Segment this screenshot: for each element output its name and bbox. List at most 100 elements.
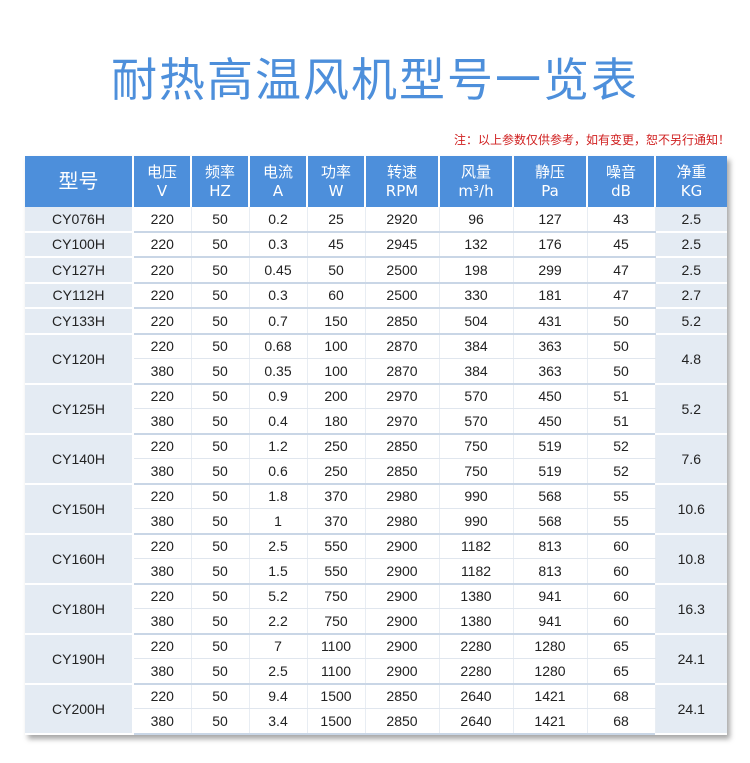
- value-cell: 220: [133, 308, 192, 335]
- value-cell: 47: [587, 282, 656, 309]
- value-cell: 68: [587, 708, 656, 735]
- value-cell: 330: [439, 282, 514, 309]
- value-cell: 60: [587, 558, 656, 585]
- value-cell: 220: [133, 333, 192, 359]
- disclaimer-note: 注：以上参数仅供参考，如有变更，恕不另行通知！: [453, 133, 730, 147]
- table-row: CY120H 220 50 0.68 100 2870 384 363 50 4.8: [25, 333, 727, 385]
- value-cell: 2900: [365, 633, 440, 659]
- value-cell: 990: [439, 508, 514, 535]
- model-cell: CY127H: [25, 257, 134, 284]
- value-cell: 3.4: [249, 708, 308, 735]
- value-cell: 55: [587, 483, 656, 509]
- table-row: CY100H 220 50 0.3 45 2945 132 176 45 2.5: [25, 231, 727, 258]
- value-cell: 380: [133, 458, 192, 485]
- value-cell: 2280: [439, 633, 514, 659]
- table-row: CY112H 220 50 0.3 60 2500 330 181 47 2.7: [25, 282, 727, 309]
- value-cell: 363: [513, 333, 588, 359]
- value-cell: 568: [513, 483, 588, 509]
- value-cell: 504: [439, 308, 514, 335]
- table-row: CY076H 220 50 0.2 25 2920 96 127 43 2.5: [25, 207, 727, 233]
- model-cell: CY133H: [25, 308, 134, 335]
- model-cell: CY160H: [25, 533, 134, 585]
- value-cell: 250: [307, 458, 366, 485]
- value-cell: 2850: [365, 308, 440, 335]
- value-cell: 2920: [365, 207, 440, 233]
- value-cell: 220: [133, 533, 192, 559]
- table-row: CY140H 220 50 1.2 250 2850 750 519 52 7.6: [25, 433, 727, 485]
- value-cell: 2850: [365, 458, 440, 485]
- value-cell: 60: [587, 583, 656, 609]
- value-cell: 50: [191, 683, 250, 709]
- page-title: 耐热高温风机型号一览表: [111, 53, 639, 107]
- value-cell: 50: [191, 608, 250, 635]
- value-cell: 9.4: [249, 683, 308, 709]
- value-cell: 50: [191, 583, 250, 609]
- value-cell: 60: [587, 533, 656, 559]
- value-cell: 1500: [307, 683, 366, 709]
- value-cell: 50: [191, 207, 250, 233]
- value-cell: 370: [307, 483, 366, 509]
- value-cell: 990: [439, 483, 514, 509]
- value-cell: 1182: [439, 558, 514, 585]
- value-cell: 380: [133, 408, 192, 435]
- table-row: 380 50 1.5 550 2900 1182 813 60: [25, 558, 727, 585]
- value-cell: 568: [513, 508, 588, 535]
- value-cell: 2640: [439, 683, 514, 709]
- value-cell: 0.45: [249, 257, 308, 284]
- value-cell: 52: [587, 433, 656, 459]
- header-airflow: 风量 m³/h: [439, 156, 514, 207]
- weight-cell: 24.1: [655, 633, 727, 685]
- value-cell: 450: [513, 383, 588, 409]
- weight-cell: 2.5: [655, 231, 727, 258]
- value-cell: 60: [307, 282, 366, 309]
- value-cell: 50: [587, 333, 656, 359]
- header-row: 型号 电压 V 频率 HZ 电流 A 功率 W 转速 RPM 风量 m³/h 静压 Pa 噪音…: [25, 156, 727, 207]
- value-cell: 1.8: [249, 483, 308, 509]
- value-cell: 2500: [365, 257, 440, 284]
- value-cell: 0.3: [249, 231, 308, 258]
- value-cell: 0.2: [249, 207, 308, 233]
- value-cell: 100: [307, 358, 366, 385]
- weight-cell: 10.6: [655, 483, 727, 535]
- weight-cell: 7.6: [655, 433, 727, 485]
- table-row: 380 50 2.2 750 2900 1380 941 60: [25, 608, 727, 635]
- value-cell: 750: [439, 433, 514, 459]
- value-cell: 220: [133, 483, 192, 509]
- weight-cell: 2.5: [655, 257, 727, 284]
- model-cell: CY112H: [25, 282, 134, 309]
- value-cell: 2850: [365, 683, 440, 709]
- value-cell: 0.68: [249, 333, 308, 359]
- value-cell: 55: [587, 508, 656, 535]
- value-cell: 2900: [365, 583, 440, 609]
- value-cell: 1421: [513, 708, 588, 735]
- value-cell: 0.4: [249, 408, 308, 435]
- value-cell: 370: [307, 508, 366, 535]
- value-cell: 50: [191, 633, 250, 659]
- value-cell: 220: [133, 633, 192, 659]
- value-cell: 813: [513, 558, 588, 585]
- value-cell: 68: [587, 683, 656, 709]
- value-cell: 5.2: [249, 583, 308, 609]
- value-cell: 50: [191, 708, 250, 735]
- value-cell: 50: [191, 458, 250, 485]
- value-cell: 299: [513, 257, 588, 284]
- value-cell: 65: [587, 658, 656, 685]
- table-row: 380 50 0.4 180 2970 570 450 51: [25, 408, 727, 435]
- value-cell: 176: [513, 231, 588, 258]
- weight-cell: 2.7: [655, 282, 727, 309]
- value-cell: 750: [439, 458, 514, 485]
- value-cell: 2980: [365, 483, 440, 509]
- value-cell: 450: [513, 408, 588, 435]
- value-cell: 2500: [365, 282, 440, 309]
- value-cell: 384: [439, 358, 514, 385]
- value-cell: 2900: [365, 533, 440, 559]
- value-cell: 150: [307, 308, 366, 335]
- value-cell: 45: [587, 231, 656, 258]
- value-cell: 2980: [365, 508, 440, 535]
- value-cell: 50: [191, 282, 250, 309]
- header-weight: 净重 KG: [655, 156, 727, 207]
- value-cell: 51: [587, 383, 656, 409]
- model-cell: CY190H: [25, 633, 134, 685]
- value-cell: 1100: [307, 658, 366, 685]
- value-cell: 2870: [365, 333, 440, 359]
